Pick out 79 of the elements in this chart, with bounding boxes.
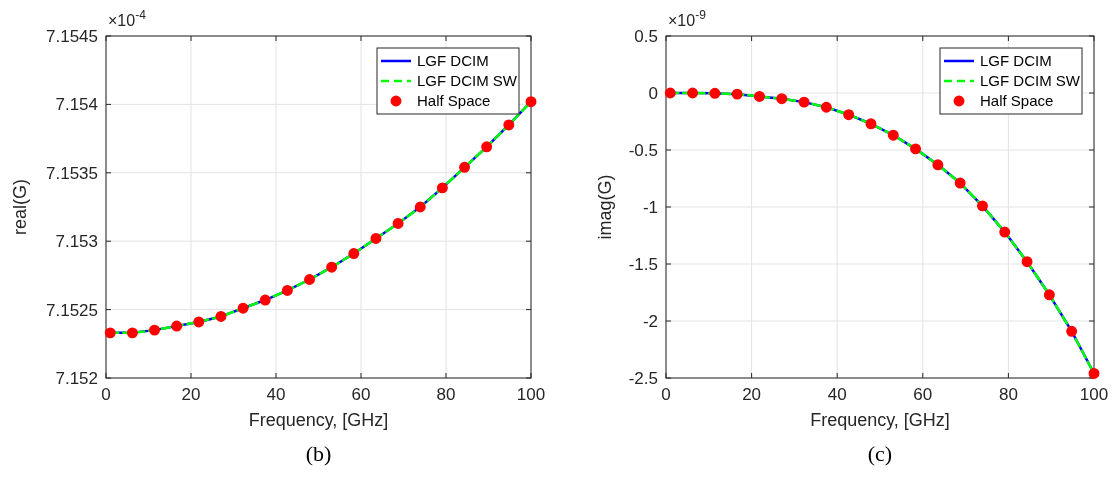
point: [687, 87, 699, 99]
point: [932, 159, 944, 171]
x-tick-label: 100: [1079, 385, 1109, 404]
point: [193, 316, 205, 328]
point: [1088, 367, 1100, 379]
y-tick-label: -1: [642, 198, 658, 217]
point: [414, 201, 426, 213]
legend-label: LGF DCIM SW: [417, 72, 518, 89]
point: [436, 182, 448, 194]
y-tick-label: 7.153: [55, 232, 98, 252]
point: [865, 118, 877, 130]
point: [481, 141, 493, 153]
x-tick-label: 20: [181, 385, 201, 404]
point: [525, 96, 537, 108]
point: [304, 274, 315, 285]
point: [126, 327, 138, 339]
point: [754, 90, 765, 102]
point: [459, 161, 470, 173]
x-tick-label: 40: [266, 385, 286, 404]
point: [370, 233, 382, 244]
point: [664, 87, 676, 99]
x-axis-title: Frequency, [GHz]: [248, 410, 389, 430]
point: [798, 96, 810, 108]
point: [887, 129, 899, 141]
legend-label: LGF DCIM SW: [980, 72, 1081, 89]
y-tick-label: 0: [648, 84, 658, 103]
point: [348, 248, 360, 259]
point: [820, 101, 832, 113]
point: [910, 143, 922, 155]
point: [1021, 256, 1033, 268]
point: [104, 327, 116, 339]
x-tick-label: 0: [661, 385, 671, 404]
point: [954, 177, 966, 189]
y-tick-label: 7.1545: [46, 27, 98, 46]
point: [326, 261, 338, 273]
y-tick-label: -0.5: [628, 141, 658, 160]
x-tick-label: 80: [436, 385, 456, 404]
point: [1066, 325, 1078, 337]
legend-label: Half Space: [980, 92, 1054, 109]
point: [237, 302, 249, 314]
point: [281, 284, 293, 296]
point: [776, 93, 788, 105]
y-tick-label: 7.152: [55, 369, 98, 388]
legend-label: LGF DCIM: [980, 52, 1052, 69]
y-tick-label: 7.1535: [46, 163, 98, 183]
y-tick-label: 7.154: [55, 95, 98, 115]
point: [731, 88, 743, 100]
text: (b): [305, 441, 332, 466]
text: ×10$^{-9}$: [668, 8, 707, 29]
x-tick-label: 40: [827, 385, 847, 404]
y-tick-label: -2: [642, 312, 658, 331]
x-tick-label: 20: [742, 385, 762, 404]
y-axis-title: real(G): [10, 178, 30, 236]
point: [843, 109, 855, 121]
point: [215, 310, 227, 322]
point: [259, 294, 271, 306]
point: [709, 87, 721, 99]
point: [171, 320, 183, 332]
y-axis-title: imag(G): [595, 174, 615, 240]
y-tick-label: -2.5: [628, 369, 658, 388]
legend-label: LGF DCIM: [417, 52, 489, 69]
point: [503, 119, 515, 131]
y-tick-label: -1.5: [628, 255, 658, 274]
point: [999, 226, 1011, 238]
point: [1043, 289, 1055, 301]
x-tick-label: 0: [101, 385, 111, 404]
y-tick-label: 0.5: [634, 27, 658, 46]
x-tick-label: 100: [516, 385, 546, 404]
x-tick-label: 60: [913, 385, 933, 404]
point: [149, 324, 161, 336]
point: [392, 217, 404, 229]
point: [976, 200, 988, 212]
x-tick-label: 80: [998, 385, 1018, 404]
legend-label: Half Space: [417, 92, 491, 109]
text: (c): [867, 441, 893, 466]
x-tick-label: 60: [351, 385, 371, 404]
text: ×10$^{-4}$: [108, 8, 147, 29]
y-tick-label: 7.1525: [46, 300, 98, 320]
x-axis-title: Frequency, [GHz]: [810, 410, 950, 430]
